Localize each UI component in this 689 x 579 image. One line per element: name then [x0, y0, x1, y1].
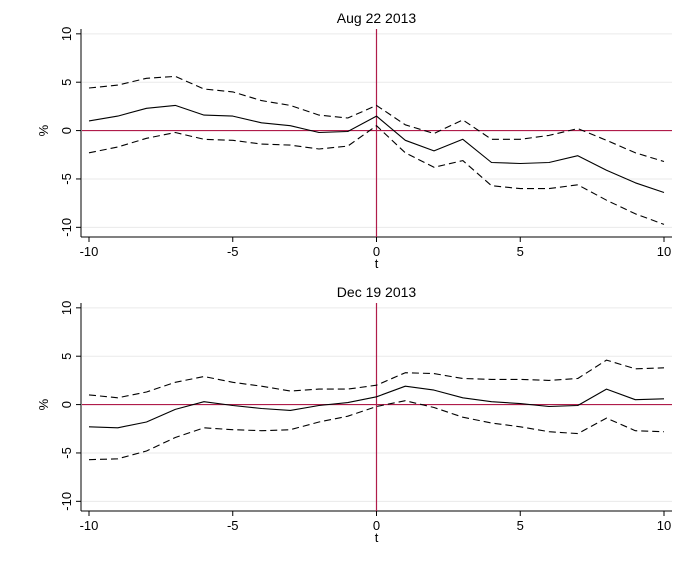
y-tick-label: 5	[59, 353, 74, 360]
x-axis-title: t	[375, 256, 379, 271]
y-tick-label: 10	[59, 27, 74, 41]
x-tick-label: -10	[80, 244, 99, 259]
x-tick-label: 10	[657, 518, 671, 533]
y-tick-label: 0	[59, 127, 74, 134]
y-tick-label: -5	[59, 447, 74, 459]
y-tick-label: 0	[59, 401, 74, 408]
x-tick-label: 5	[517, 244, 524, 259]
y-tick-label: -10	[59, 218, 74, 237]
x-tick-label: 0	[373, 244, 380, 259]
x-tick-label: -5	[227, 518, 239, 533]
x-axis-title: t	[375, 530, 379, 545]
x-tick-label: 10	[657, 244, 671, 259]
estimate-line	[88, 385, 665, 429]
lower-bound-line	[88, 400, 665, 461]
chart-title: Dec 19 2013	[337, 284, 417, 300]
chart-title: Aug 22 2013	[337, 10, 417, 26]
x-tick-label: 5	[517, 518, 524, 533]
x-tick-label: 0	[373, 518, 380, 533]
y-tick-label: -5	[59, 173, 74, 185]
y-axis-title: %	[36, 124, 51, 136]
panel-dec-19-2013: Dec 19 2013 -10 -5 0 5 10 -10 -5 0 5 10 t%	[36, 284, 672, 545]
upper-bound-line	[88, 75, 665, 163]
y-axis-title: %	[36, 398, 51, 410]
y-tick-label: 10	[59, 301, 74, 315]
x-tick-label: -10	[80, 518, 99, 533]
upper-bound-line	[88, 359, 665, 399]
x-tick-label: -5	[227, 244, 239, 259]
y-tick-label: -10	[59, 492, 74, 511]
panel-aug-22-2013: Aug 22 2013 -10 -5 0 5 10 -10 -5 0 5 10 t%	[36, 10, 672, 271]
lower-bound-line	[88, 125, 665, 225]
estimate-line	[88, 104, 665, 194]
y-tick-label: 5	[59, 79, 74, 86]
